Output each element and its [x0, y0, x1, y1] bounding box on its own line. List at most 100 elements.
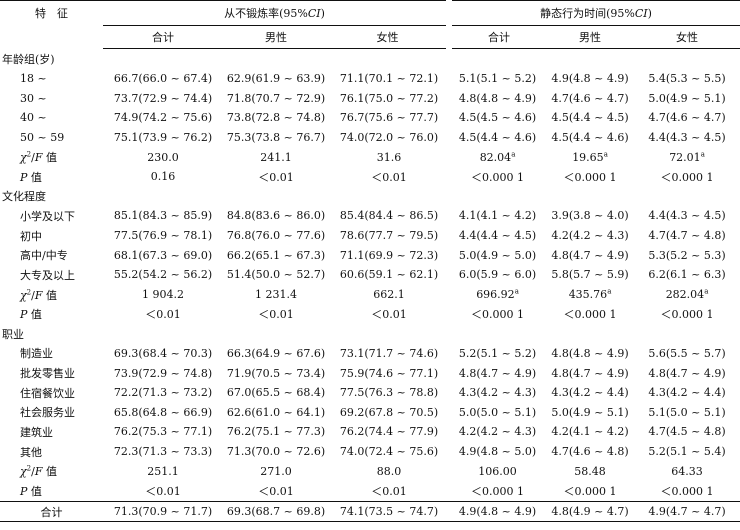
row-label: 初中	[20, 229, 42, 243]
cell-sedentary-total: 5.1(5.1 ~ 5.2)	[458, 71, 537, 85]
stat-value: 64.33	[671, 464, 703, 478]
cell-sedentary-male: 3.9(3.8 ~ 4.0)	[551, 209, 629, 223]
stat-label-chi: χ	[20, 151, 27, 165]
stat-value: 251.1	[147, 464, 179, 478]
cell-sedentary-total: 4.5(4.5 ~ 4.6)	[458, 111, 537, 125]
cell-no-exercise-male: 76.8(76.0 ~ 77.6)	[226, 229, 326, 243]
stat-row: χ2/F 值 230.0 241.1 31.6 82.04a 19.65a 72.01a	[0, 147, 740, 167]
stat-value: 230.0	[147, 150, 179, 164]
cell-no-exercise-total: 76.2(75.3 ~ 77.1)	[113, 425, 213, 439]
cell-no-exercise-total: 72.2(71.3 ~ 73.2)	[113, 386, 213, 400]
cell-no-exercise-male: 71.3(70.0 ~ 72.6)	[226, 445, 326, 459]
cell-no-exercise-male: 67.0(65.5 ~ 68.4)	[226, 386, 326, 400]
stat-value: 58.48	[574, 464, 606, 478]
cell-sedentary-female: 5.0(4.9 ~ 5.1)	[648, 91, 726, 105]
stat-label-chi: χ	[20, 288, 27, 302]
stat-no-exercise-male: 241.1	[223, 147, 329, 167]
p-sedentary-total: ＜0.000 1	[471, 308, 525, 322]
table-row: 大专及以上 55.2(54.2 ~ 56.2) 51.4(50.0 ~ 52.7) 6…	[0, 265, 740, 285]
cell-sedentary-male: 4.2(4.2 ~ 4.3)	[551, 229, 629, 243]
cell-sedentary-total: 4.8(4.8 ~ 4.9)	[458, 91, 537, 105]
cell-no-exercise-total: 72.3(71.3 ~ 73.3)	[113, 445, 213, 459]
cell-no-exercise-female: 78.6(77.7 ~ 79.5)	[339, 229, 439, 243]
p-value-label: P 值	[20, 170, 42, 184]
stat-no-exercise-female: 31.6	[329, 147, 449, 167]
stat-value: 662.1	[373, 288, 405, 301]
subheader-male-1: 男性	[223, 25, 329, 49]
row-label: 18 ~	[20, 71, 47, 85]
stat-sedentary-female: 64.33	[634, 461, 740, 481]
cell-sedentary-female: 5.4(5.3 ~ 5.5)	[648, 71, 726, 85]
stat-label-rest: /F 值	[31, 288, 57, 302]
cell-sedentary-male: 4.3(4.2 ~ 4.4)	[551, 386, 629, 400]
cell-sedentary-total: 5.0(5.0 ~ 5.1)	[458, 405, 537, 419]
total-sedentary-female: 4.9(4.7 ~ 4.7)	[634, 500, 740, 523]
stat-value: 88.0	[376, 464, 402, 478]
cell-sedentary-female: 5.3(5.2 ~ 5.3)	[648, 248, 726, 262]
stat-no-exercise-male: 271.0	[223, 461, 329, 481]
cell-sedentary-male: 4.8(4.7 ~ 4.9)	[551, 248, 629, 262]
cell-sedentary-female: 4.4(4.3 ~ 4.5)	[648, 209, 726, 223]
cell-no-exercise-female: 73.1(71.7 ~ 74.6)	[339, 346, 439, 360]
table-row: 40 ~ 74.9(74.2 ~ 75.6) 73.8(72.8 ~ 74.8) 76…	[0, 108, 740, 128]
p-no-exercise-female: ＜0.01	[371, 308, 407, 322]
cell-no-exercise-female: 75.9(74.6 ~ 77.1)	[339, 366, 439, 380]
header-row-1: 特 征 从不锻炼率(95%CI) 静态行为时间(95%CI)	[0, 0, 740, 49]
stat-label-sup: 2	[26, 287, 32, 296]
table-row: 其他 72.3(71.3 ~ 73.3) 71.3(70.0 ~ 72.6) 74.0…	[0, 442, 740, 462]
table-row: 社会服务业 65.8(64.8 ~ 66.9) 62.6(61.0 ~ 64.1) 6…	[0, 403, 740, 423]
cell-no-exercise-female: 76.7(75.6 ~ 77.7)	[339, 111, 439, 125]
row-label: 其他	[20, 445, 42, 459]
section-row: 职业	[0, 324, 740, 344]
p-no-exercise-total: ＜0.01	[145, 484, 181, 498]
stat-no-exercise-female: 88.0	[329, 461, 449, 481]
cell-sedentary-total: 4.5(4.4 ~ 4.6)	[458, 130, 537, 144]
total-sedentary-total: 4.9(4.8 ~ 4.9)	[449, 500, 547, 523]
cell-sedentary-male: 4.8(4.8 ~ 4.9)	[551, 346, 629, 360]
cell-sedentary-total: 4.4(4.4 ~ 4.5)	[458, 229, 537, 243]
p-no-exercise-female: ＜0.01	[371, 484, 407, 498]
cell-sedentary-female: 4.4(4.3 ~ 4.5)	[648, 130, 726, 144]
stat-superscript: a	[700, 149, 705, 158]
cell-sedentary-total: 4.1(4.1 ~ 4.2)	[458, 209, 537, 223]
cell-no-exercise-total: 68.1(67.3 ~ 69.0)	[113, 248, 213, 262]
stat-sedentary-female: 282.04a	[634, 285, 740, 305]
cell-sedentary-female: 5.2(5.1 ~ 5.4)	[648, 445, 726, 459]
table-row: 初中 77.5(76.9 ~ 78.1) 76.8(76.0 ~ 77.6) 78.6…	[0, 226, 740, 246]
table-row: 18 ~ 66.7(66.0 ~ 67.4) 62.9(61.9 ~ 63.9) 71…	[0, 69, 740, 89]
p-value-row: P 值 0.16 ＜0.01 ＜0.01 ＜0.000 1 ＜0.000 1 ＜0.000 …	[0, 167, 740, 187]
cell-sedentary-total: 5.0(4.9 ~ 5.0)	[458, 248, 537, 262]
row-label: 小学及以下	[20, 209, 75, 223]
cell-no-exercise-male: 71.8(70.7 ~ 72.9)	[226, 91, 326, 105]
subheader-female-2: 女性	[634, 25, 740, 49]
p-no-exercise-male: ＜0.01	[258, 484, 294, 498]
stat-sedentary-male: 58.48	[546, 461, 634, 481]
row-label: 50 ~ 59	[20, 130, 65, 144]
p-no-exercise-male: ＜0.01	[258, 308, 294, 322]
table-row: 50 ~ 59 75.1(73.9 ~ 76.2) 75.3(73.8 ~ 76.7…	[0, 128, 740, 148]
stat-value: 282.04	[665, 288, 705, 301]
cell-sedentary-female: 5.1(5.0 ~ 5.1)	[648, 405, 726, 419]
cell-sedentary-total: 4.3(4.2 ~ 4.3)	[458, 386, 537, 400]
total-no-exercise-female: 74.1(73.5 ~ 74.7)	[329, 500, 450, 523]
cell-no-exercise-total: 74.9(74.2 ~ 75.6)	[113, 111, 213, 125]
row-label: 高中/中专	[20, 249, 68, 263]
cell-sedentary-male: 4.2(4.1 ~ 4.2)	[551, 425, 629, 439]
cell-sedentary-total: 6.0(5.9 ~ 6.0)	[458, 268, 537, 282]
total-label: 合计	[0, 500, 103, 523]
cell-no-exercise-male: 71.9(70.5 ~ 73.4)	[226, 366, 326, 380]
stat-value: 1 904.2	[142, 288, 184, 301]
cell-no-exercise-total: 73.7(72.9 ~ 74.4)	[113, 91, 213, 105]
row-label: 大专及以上	[20, 268, 75, 282]
table-row: 建筑业 76.2(75.3 ~ 77.1) 76.2(75.1 ~ 77.3) 76.…	[0, 422, 740, 442]
p-value-row: P 值 ＜0.01 ＜0.01 ＜0.01 ＜0.000 1 ＜0.000 1 ＜0.000…	[0, 304, 740, 324]
p-sedentary-male: ＜0.000 1	[563, 308, 617, 322]
table-row: 30 ~ 73.7(72.9 ~ 74.4) 71.8(70.7 ~ 72.9) 76…	[0, 88, 740, 108]
cell-sedentary-male: 5.0(4.9 ~ 5.1)	[551, 405, 629, 419]
cell-no-exercise-total: 66.7(66.0 ~ 67.4)	[113, 71, 213, 85]
cell-sedentary-male: 4.5(4.4 ~ 4.5)	[551, 111, 629, 125]
subheader-female-1: 女性	[329, 25, 450, 49]
p-sedentary-male: ＜0.000 1	[563, 484, 617, 498]
cell-sedentary-male: 5.8(5.7 ~ 5.9)	[551, 268, 629, 282]
